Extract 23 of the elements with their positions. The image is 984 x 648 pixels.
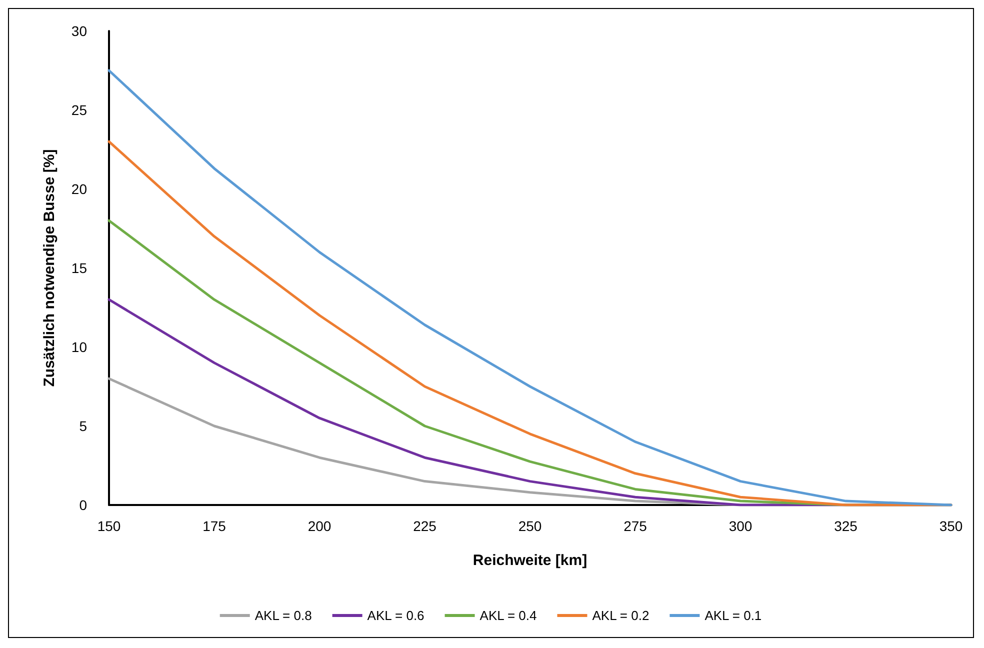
x-tick-label: 175 (202, 518, 226, 534)
y-tick-label: 0 (79, 497, 88, 513)
y-tick-label: 15 (71, 260, 88, 276)
x-tick-label: 300 (728, 518, 752, 534)
x-tick-label: 200 (308, 518, 332, 534)
x-tick-label: 275 (624, 518, 648, 534)
y-tick-label: 5 (79, 418, 88, 434)
x-tick-label: 150 (97, 518, 121, 534)
y-axis-title: Zusätzlich notwendige Busse [%] (41, 149, 58, 387)
legend-label: AKL = 0.2 (592, 608, 650, 623)
legend-label: AKL = 0.4 (480, 608, 537, 623)
x-tick-label: 325 (834, 518, 858, 534)
y-tick-label: 10 (71, 339, 88, 355)
y-tick-label: 20 (71, 181, 88, 197)
legend-label: AKL = 0.1 (704, 608, 762, 623)
x-tick-label: 225 (413, 518, 437, 534)
legend-label: AKL = 0.6 (367, 608, 424, 623)
x-tick-label: 350 (939, 518, 963, 534)
legend-label: AKL = 0.8 (254, 608, 312, 623)
x-tick-label: 250 (518, 518, 542, 534)
x-axis-title: Reichweite [km] (472, 552, 588, 569)
y-tick-label: 25 (71, 102, 88, 118)
y-tick-label: 30 (71, 23, 88, 39)
